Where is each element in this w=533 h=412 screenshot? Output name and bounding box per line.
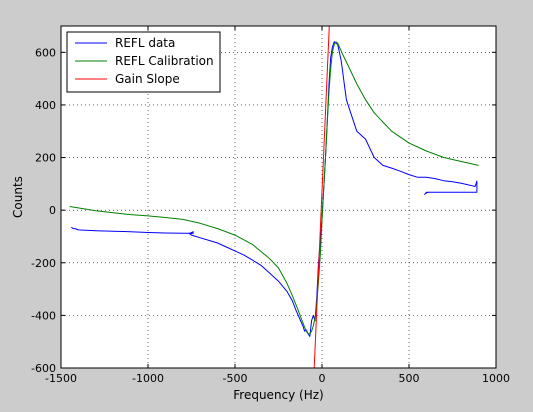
x-tick-label: 1000 [482,372,510,385]
y-tick-label: -400 [31,309,56,322]
plot-border [60,25,497,369]
series-layer [69,26,479,368]
legend-box [66,31,221,93]
x-axis-label: Frequency (Hz) [233,388,324,402]
y-tick-label: 200 [35,152,56,165]
x-tick-label: 500 [399,372,420,385]
axis-ticks [60,26,497,369]
legend-entry: REFL data [115,36,175,50]
y-axis-label: Counts [11,176,25,218]
legend: REFL data REFL Calibration Gain Slope [66,31,221,93]
x-tick-label: 0 [319,372,326,385]
y-tick-label: 400 [35,99,56,112]
legend-entry: REFL Calibration [115,54,214,68]
x-tick-label: -500 [223,372,248,385]
x-tick-label: -1500 [45,372,77,385]
series-line-2 [313,26,330,368]
y-tick-label: -600 [31,362,56,375]
y-tick-label: 0 [49,204,56,217]
x-tick-labels: -1500 -1000 -500 0 500 1000 [45,372,510,385]
legend-entry: Gain Slope [115,72,180,86]
y-tick-label: -200 [31,257,56,270]
y-tick-labels: -600 -400 -200 0 200 400 600 [31,46,56,375]
y-tick-label: 600 [35,46,56,59]
x-tick-label: -1000 [132,372,164,385]
